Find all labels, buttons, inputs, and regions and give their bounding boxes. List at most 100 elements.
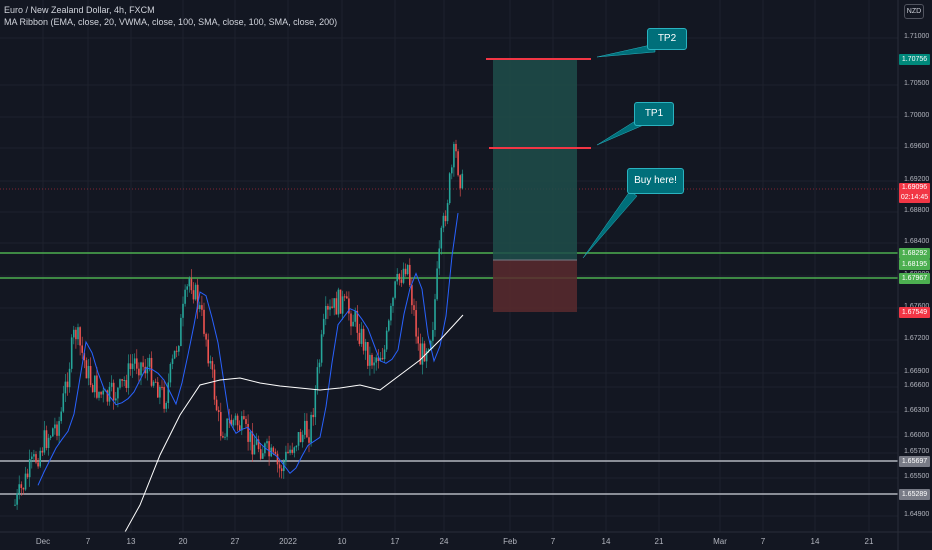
candle-body: [327, 306, 329, 310]
candle-body: [154, 381, 157, 383]
candle-body: [236, 415, 239, 426]
loss-zone: [493, 260, 577, 312]
candle-body: [419, 343, 422, 365]
candle-body: [446, 203, 449, 222]
candle-body: [58, 421, 60, 436]
candle-body: [276, 453, 279, 465]
price-tick-label: 1.66300: [904, 407, 930, 414]
candle-body: [373, 362, 375, 366]
candle-body: [81, 345, 83, 353]
candle-body: [451, 167, 453, 174]
candle-body: [322, 318, 325, 335]
candle-body: [283, 461, 285, 472]
candle-body: [247, 423, 249, 442]
candle-body: [131, 363, 134, 369]
candle-body: [213, 369, 216, 400]
candle-body: [165, 402, 167, 409]
price-tick-label: 1.68800: [904, 207, 930, 214]
callout-pointers: [582, 43, 656, 259]
buy-pointer: [582, 190, 638, 259]
candle-body: [37, 462, 39, 467]
candle-body: [232, 420, 235, 426]
candle-body: [394, 281, 396, 298]
candle-body: [35, 454, 37, 463]
candle-body: [24, 473, 27, 490]
grey-lower-price-tag: 1.65289: [899, 489, 930, 500]
indicator-label[interactable]: MA Ribbon (EMA, close, 20, VWMA, close, …: [4, 17, 338, 27]
candle-body: [425, 350, 428, 362]
candle-body: [297, 432, 300, 446]
grey-upper-price-tag: 1.65697: [899, 456, 930, 467]
price-tick-label: 1.64900: [904, 511, 930, 518]
time-tick-label: 21: [864, 537, 874, 546]
current-price-tag: 1.69096 02:14:45: [899, 183, 930, 203]
candle-body: [257, 439, 260, 450]
candle-body: [352, 321, 354, 327]
candle-body: [152, 381, 155, 386]
price-tick-label: 1.68400: [904, 238, 930, 245]
candle-body: [138, 368, 140, 376]
candle-body: [26, 473, 29, 478]
time-tick-label: 7: [85, 537, 91, 546]
candle-body: [112, 382, 115, 401]
target-lines[interactable]: [486, 58, 591, 149]
candle-body: [73, 329, 75, 338]
candle-body: [291, 449, 293, 453]
candle-body: [146, 366, 149, 374]
candle-body: [400, 279, 403, 283]
candle-body: [346, 296, 348, 299]
price-tick-label: 1.66600: [904, 382, 930, 389]
candle-body: [79, 327, 81, 346]
candle-body: [385, 330, 388, 350]
candle-body: [310, 414, 312, 443]
candle-body: [348, 298, 350, 314]
candle-body: [180, 317, 182, 347]
candle-body: [140, 362, 142, 376]
candle-body: [278, 464, 281, 469]
tp2-callout[interactable]: TP2: [647, 28, 687, 50]
candle-body: [169, 364, 172, 383]
current-price-value: 1.69096: [901, 184, 928, 191]
entry-price-tag: 1.68195: [899, 259, 930, 270]
horizontal-levels: [0, 188, 898, 495]
candle-body: [444, 215, 447, 222]
candle-body: [94, 375, 96, 393]
candle-body: [375, 357, 377, 363]
candle-body: [39, 450, 41, 467]
candle-body: [341, 296, 344, 314]
candle-body: [87, 366, 90, 379]
candle-body: [108, 386, 111, 402]
candle-body: [121, 379, 123, 381]
candle-body: [194, 284, 197, 300]
candle-body: [320, 334, 323, 363]
candle-body: [117, 387, 119, 399]
time-tick-label: 10: [337, 537, 347, 546]
candle-body: [119, 379, 121, 388]
time-tick-label: 21: [654, 537, 664, 546]
candle-body: [115, 398, 117, 401]
candle-body: [222, 436, 224, 438]
candle-body: [68, 368, 71, 388]
candle-body: [173, 350, 176, 359]
candle-body: [362, 328, 365, 351]
candle-body: [66, 381, 69, 388]
candle-body: [85, 360, 88, 379]
candle-body: [448, 173, 451, 204]
candle-body: [16, 493, 18, 505]
buy-here-callout[interactable]: Buy here!: [627, 168, 684, 194]
currency-button[interactable]: NZD: [904, 4, 924, 19]
time-tick-label: Mar: [713, 537, 727, 546]
candle-body: [75, 329, 77, 340]
candle-body: [367, 342, 369, 366]
candle-body: [47, 437, 50, 448]
candle-body: [96, 375, 98, 398]
candle-body: [251, 431, 254, 455]
price-tick-label: 1.69200: [904, 176, 930, 183]
tp1-callout[interactable]: TP1: [634, 102, 674, 126]
long-position-tool[interactable]: [493, 59, 577, 312]
candle-body: [390, 305, 392, 321]
candle-body: [217, 410, 220, 413]
candle-body: [64, 381, 67, 394]
candle-body: [266, 441, 268, 444]
